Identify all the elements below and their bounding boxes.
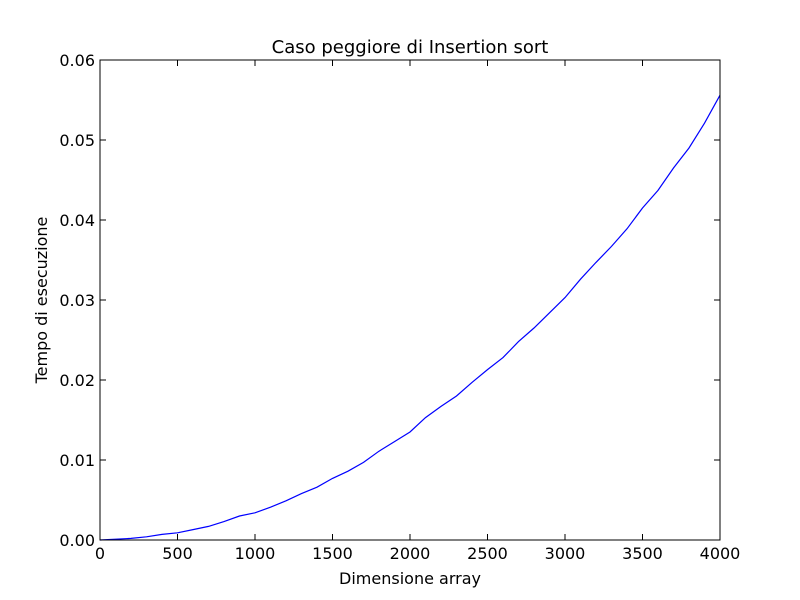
y-tick-label: 0.02 — [59, 371, 95, 390]
x-tick-label: 3500 — [622, 544, 663, 563]
x-tick-label: 3000 — [545, 544, 586, 563]
x-tick-label: 0 — [95, 544, 105, 563]
x-tick-label: 2000 — [390, 544, 431, 563]
x-tick-label: 4000 — [700, 544, 741, 563]
y-axis-label: Tempo di esecuzione — [32, 217, 51, 385]
y-tick-label: 0.04 — [59, 211, 95, 230]
y-tick-label: 0.00 — [59, 531, 95, 550]
x-tick-label: 1000 — [235, 544, 276, 563]
y-tick-label: 0.03 — [59, 291, 95, 310]
y-tick-label: 0.06 — [59, 51, 95, 70]
x-axis-label: Dimensione array — [339, 569, 481, 588]
x-tick-label: 500 — [162, 544, 193, 563]
x-tick-label: 2500 — [467, 544, 508, 563]
x-tick-label: 1500 — [312, 544, 353, 563]
plot-area-frame — [99, 59, 721, 541]
series-line-0 — [99, 94, 721, 541]
y-tick-label: 0.01 — [59, 451, 95, 470]
chart-title: Caso peggiore di Insertion sort — [272, 37, 549, 58]
y-tick-label: 0.05 — [59, 131, 95, 150]
